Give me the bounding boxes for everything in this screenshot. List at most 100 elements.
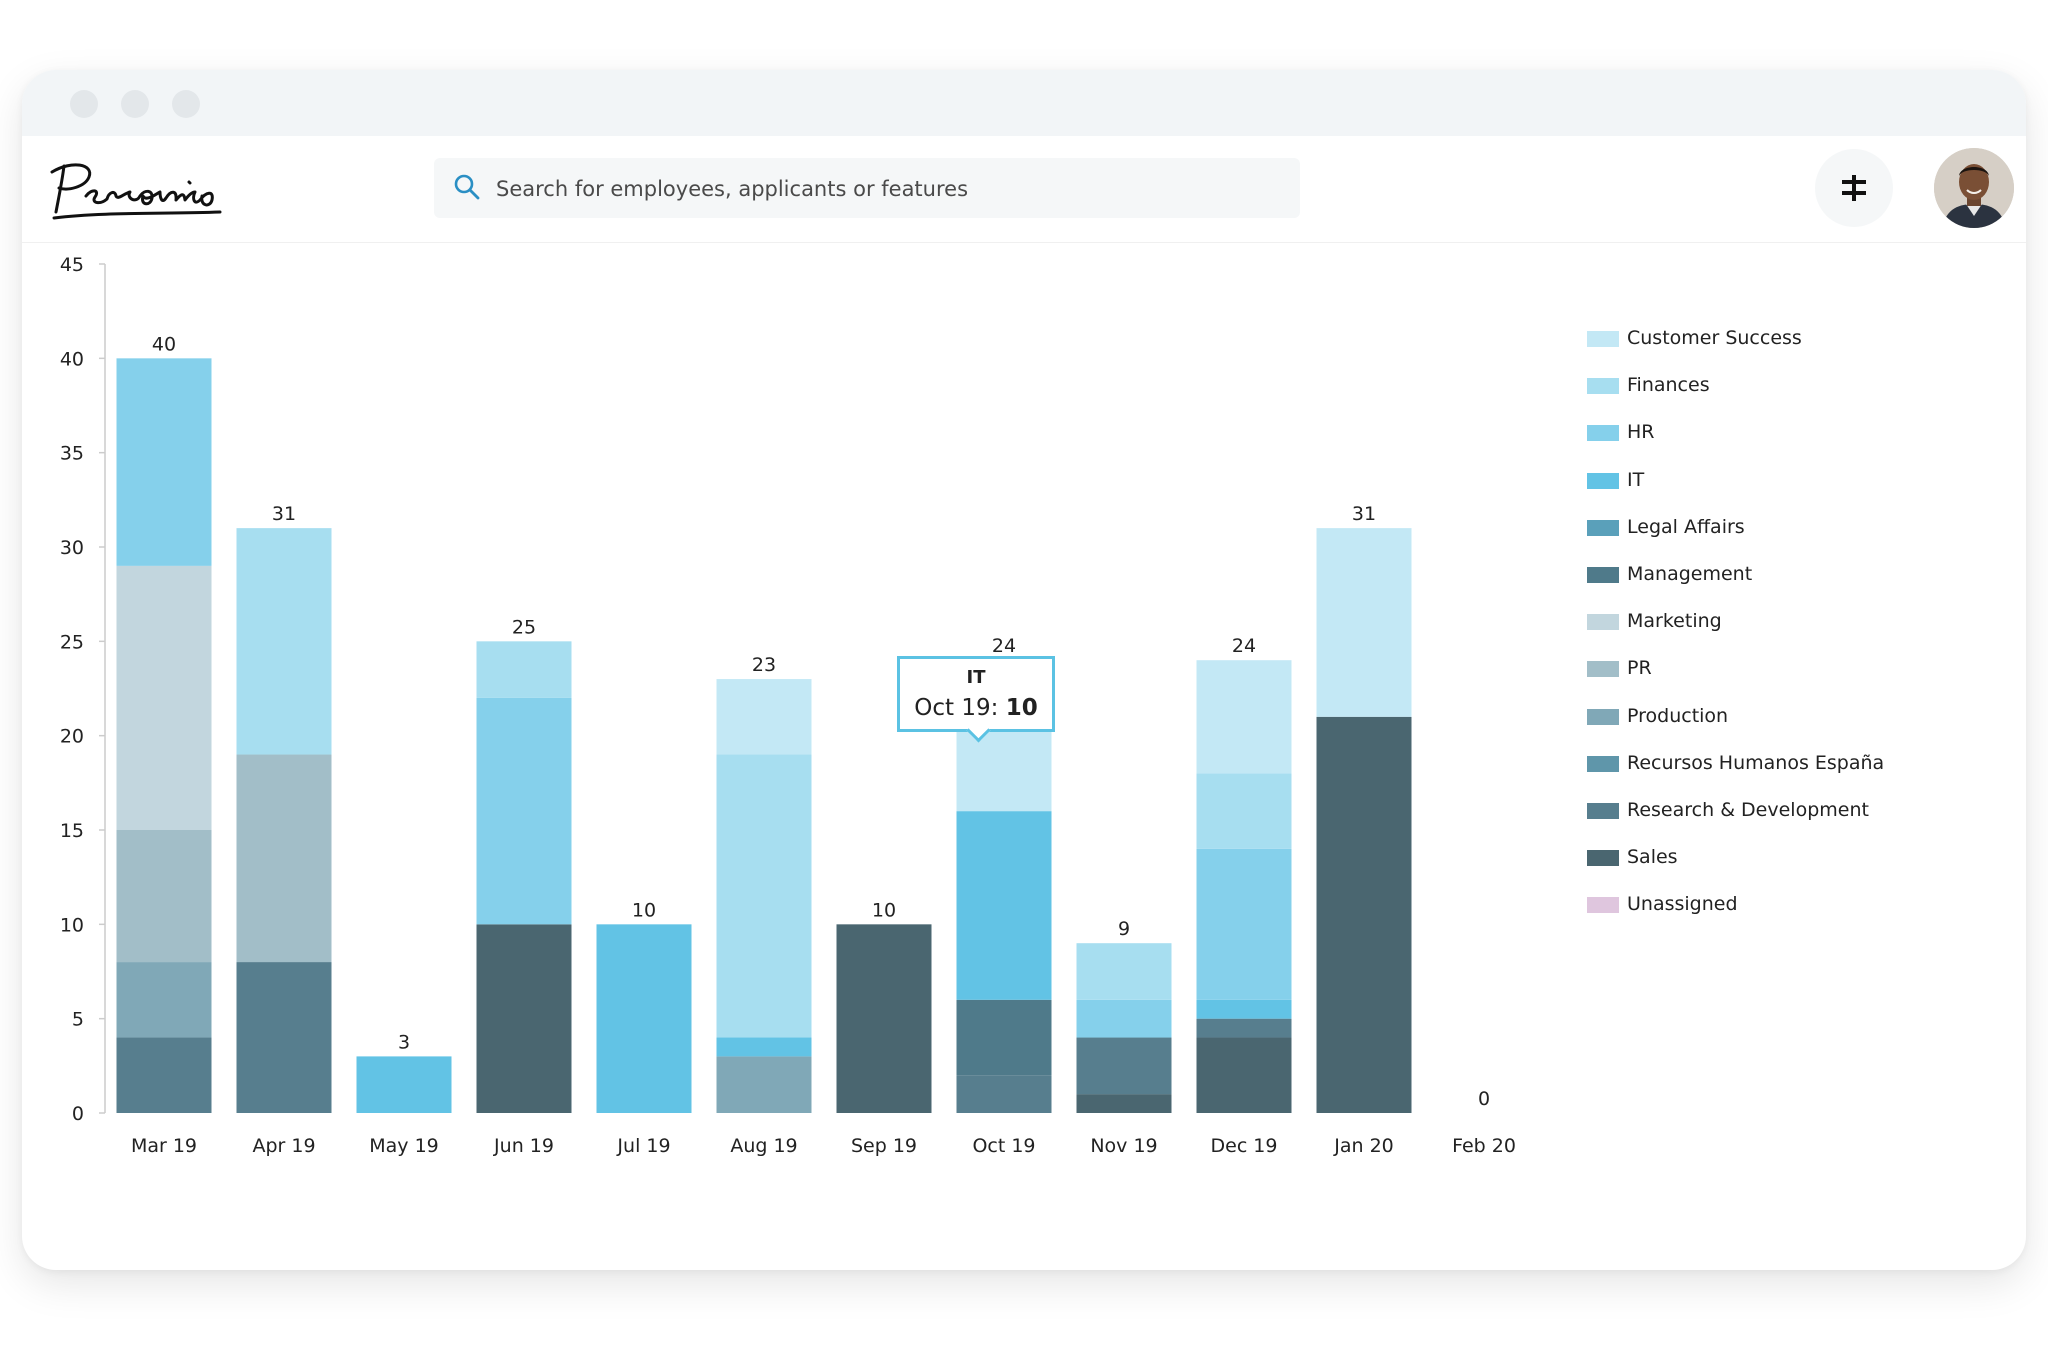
bar-segment [1196, 1018, 1292, 1038]
bar-segment [236, 962, 332, 1113]
legend-label: Legal Affairs [1627, 515, 1745, 538]
bar-total-label: 10 [872, 899, 896, 921]
legend-item[interactable]: Unassigned [1587, 893, 1927, 943]
bar-segment [716, 679, 812, 755]
legend-swatch [1587, 472, 1619, 489]
bar-segment [716, 754, 812, 1038]
bar-segment [716, 1037, 812, 1057]
bar-segment [236, 528, 332, 755]
bar-total-label: 24 [1232, 635, 1256, 657]
y-tick-label: 20 [60, 726, 84, 748]
bar-segment [956, 999, 1052, 1076]
bar-segment [1316, 528, 1412, 717]
legend-item[interactable]: Customer Success [1587, 327, 1927, 377]
legend-swatch [1587, 897, 1619, 914]
legend-item[interactable]: PR [1587, 657, 1927, 707]
bar-segment [1196, 848, 1292, 1000]
sliders-icon [1842, 175, 1866, 201]
bar-total-label: 0 [1478, 1088, 1490, 1110]
legend-label: PR [1627, 657, 1652, 680]
legend-item[interactable]: Legal Affairs [1587, 515, 1927, 566]
bar-segment [956, 1075, 1052, 1113]
bar-segment [1076, 999, 1172, 1038]
legend-item[interactable]: Sales [1587, 846, 1927, 896]
x-tick-label: Jul 19 [616, 1135, 670, 1157]
bar-segment [596, 924, 692, 1113]
tooltip-label: Oct 19: [914, 695, 1006, 721]
legend-item[interactable]: Production [1587, 704, 1927, 755]
legend-item[interactable]: Marketing [1587, 610, 1927, 660]
window-maximize-dot[interactable] [172, 90, 200, 118]
legend-label: Production [1627, 704, 1729, 727]
bar-segment [116, 358, 212, 566]
bar-segment [1196, 660, 1292, 774]
avatar-portrait [1934, 148, 2014, 228]
user-avatar[interactable] [1934, 148, 2014, 228]
search-input[interactable] [494, 158, 1278, 220]
legend-label: Finances [1627, 374, 1710, 397]
window-titlebar [22, 70, 2026, 136]
bar-total-label: 23 [752, 654, 776, 676]
legend-swatch [1587, 519, 1619, 536]
x-tick-label: Mar 19 [131, 1135, 197, 1157]
y-tick-label: 15 [60, 820, 84, 842]
legend-swatch [1587, 850, 1619, 867]
legend-swatch [1587, 661, 1619, 678]
bar-segment [1196, 999, 1292, 1019]
bar-total-label: 24 [992, 635, 1016, 657]
x-tick-label: Aug 19 [730, 1135, 797, 1157]
bar-total-label: 10 [632, 899, 656, 921]
legend-item[interactable]: Recursos Humanos España [1587, 751, 1927, 802]
legend-swatch [1587, 378, 1619, 395]
window-minimize-dot[interactable] [121, 90, 149, 118]
bar-total-label: 31 [1352, 503, 1376, 525]
legend-swatch [1587, 708, 1619, 725]
personio-logo[interactable] [42, 154, 232, 226]
legend-swatch [1587, 331, 1619, 347]
bar-segment [476, 697, 572, 925]
bar-segment [1076, 1094, 1172, 1113]
bar-segment [1076, 943, 1172, 1000]
legend-swatch [1587, 425, 1619, 442]
bar-segment [1316, 716, 1412, 1113]
window-close-dot[interactable] [70, 90, 98, 118]
legend-label: Sales [1627, 846, 1678, 869]
x-tick-label: Nov 19 [1090, 1135, 1157, 1157]
chart-legend: Customer Success Finances HR IT Legal Affair… [1587, 327, 1927, 943]
app-header [22, 136, 2026, 243]
legend-label: HR [1627, 421, 1655, 444]
bar-segment [716, 1056, 812, 1113]
chart-tooltip: IT Oct 19: 10 [897, 656, 1055, 732]
x-tick-label: Oct 19 [972, 1135, 1035, 1157]
legend-label: Marketing [1627, 610, 1722, 633]
bar-total-label: 25 [512, 616, 536, 638]
tooltip-body: Oct 19: 10 [900, 695, 1052, 721]
legend-label: Recursos Humanos España [1627, 751, 1885, 774]
legend-item[interactable]: IT [1587, 468, 1927, 519]
x-tick-label: Apr 19 [252, 1135, 315, 1157]
bar-total-label: 40 [152, 333, 176, 355]
legend-label: IT [1627, 468, 1645, 491]
legend-swatch [1587, 755, 1619, 772]
y-tick-label: 30 [60, 537, 84, 559]
tooltip-title: IT [966, 667, 986, 688]
bar-segment [356, 1056, 452, 1113]
x-tick-label: Feb 20 [1452, 1135, 1516, 1157]
legend-item[interactable]: Finances [1587, 374, 1927, 424]
search-bar[interactable] [434, 158, 1300, 220]
bar-total-label: 9 [1118, 918, 1130, 940]
bar-segment [956, 811, 1052, 1000]
x-tick-label: Dec 19 [1211, 1135, 1278, 1157]
legend-label: Unassigned [1627, 893, 1738, 916]
y-tick-label: 10 [60, 914, 84, 936]
legend-item[interactable]: Management [1587, 563, 1927, 613]
y-tick-label: 35 [60, 443, 84, 465]
bar-total-label: 3 [398, 1031, 410, 1053]
settings-button[interactable] [1815, 149, 1893, 227]
bar-segment [116, 830, 212, 963]
legend-item[interactable]: Research & Development [1587, 799, 1927, 849]
legend-item[interactable]: HR [1587, 421, 1927, 471]
y-tick-label: 25 [60, 631, 84, 653]
search-icon [454, 174, 480, 200]
